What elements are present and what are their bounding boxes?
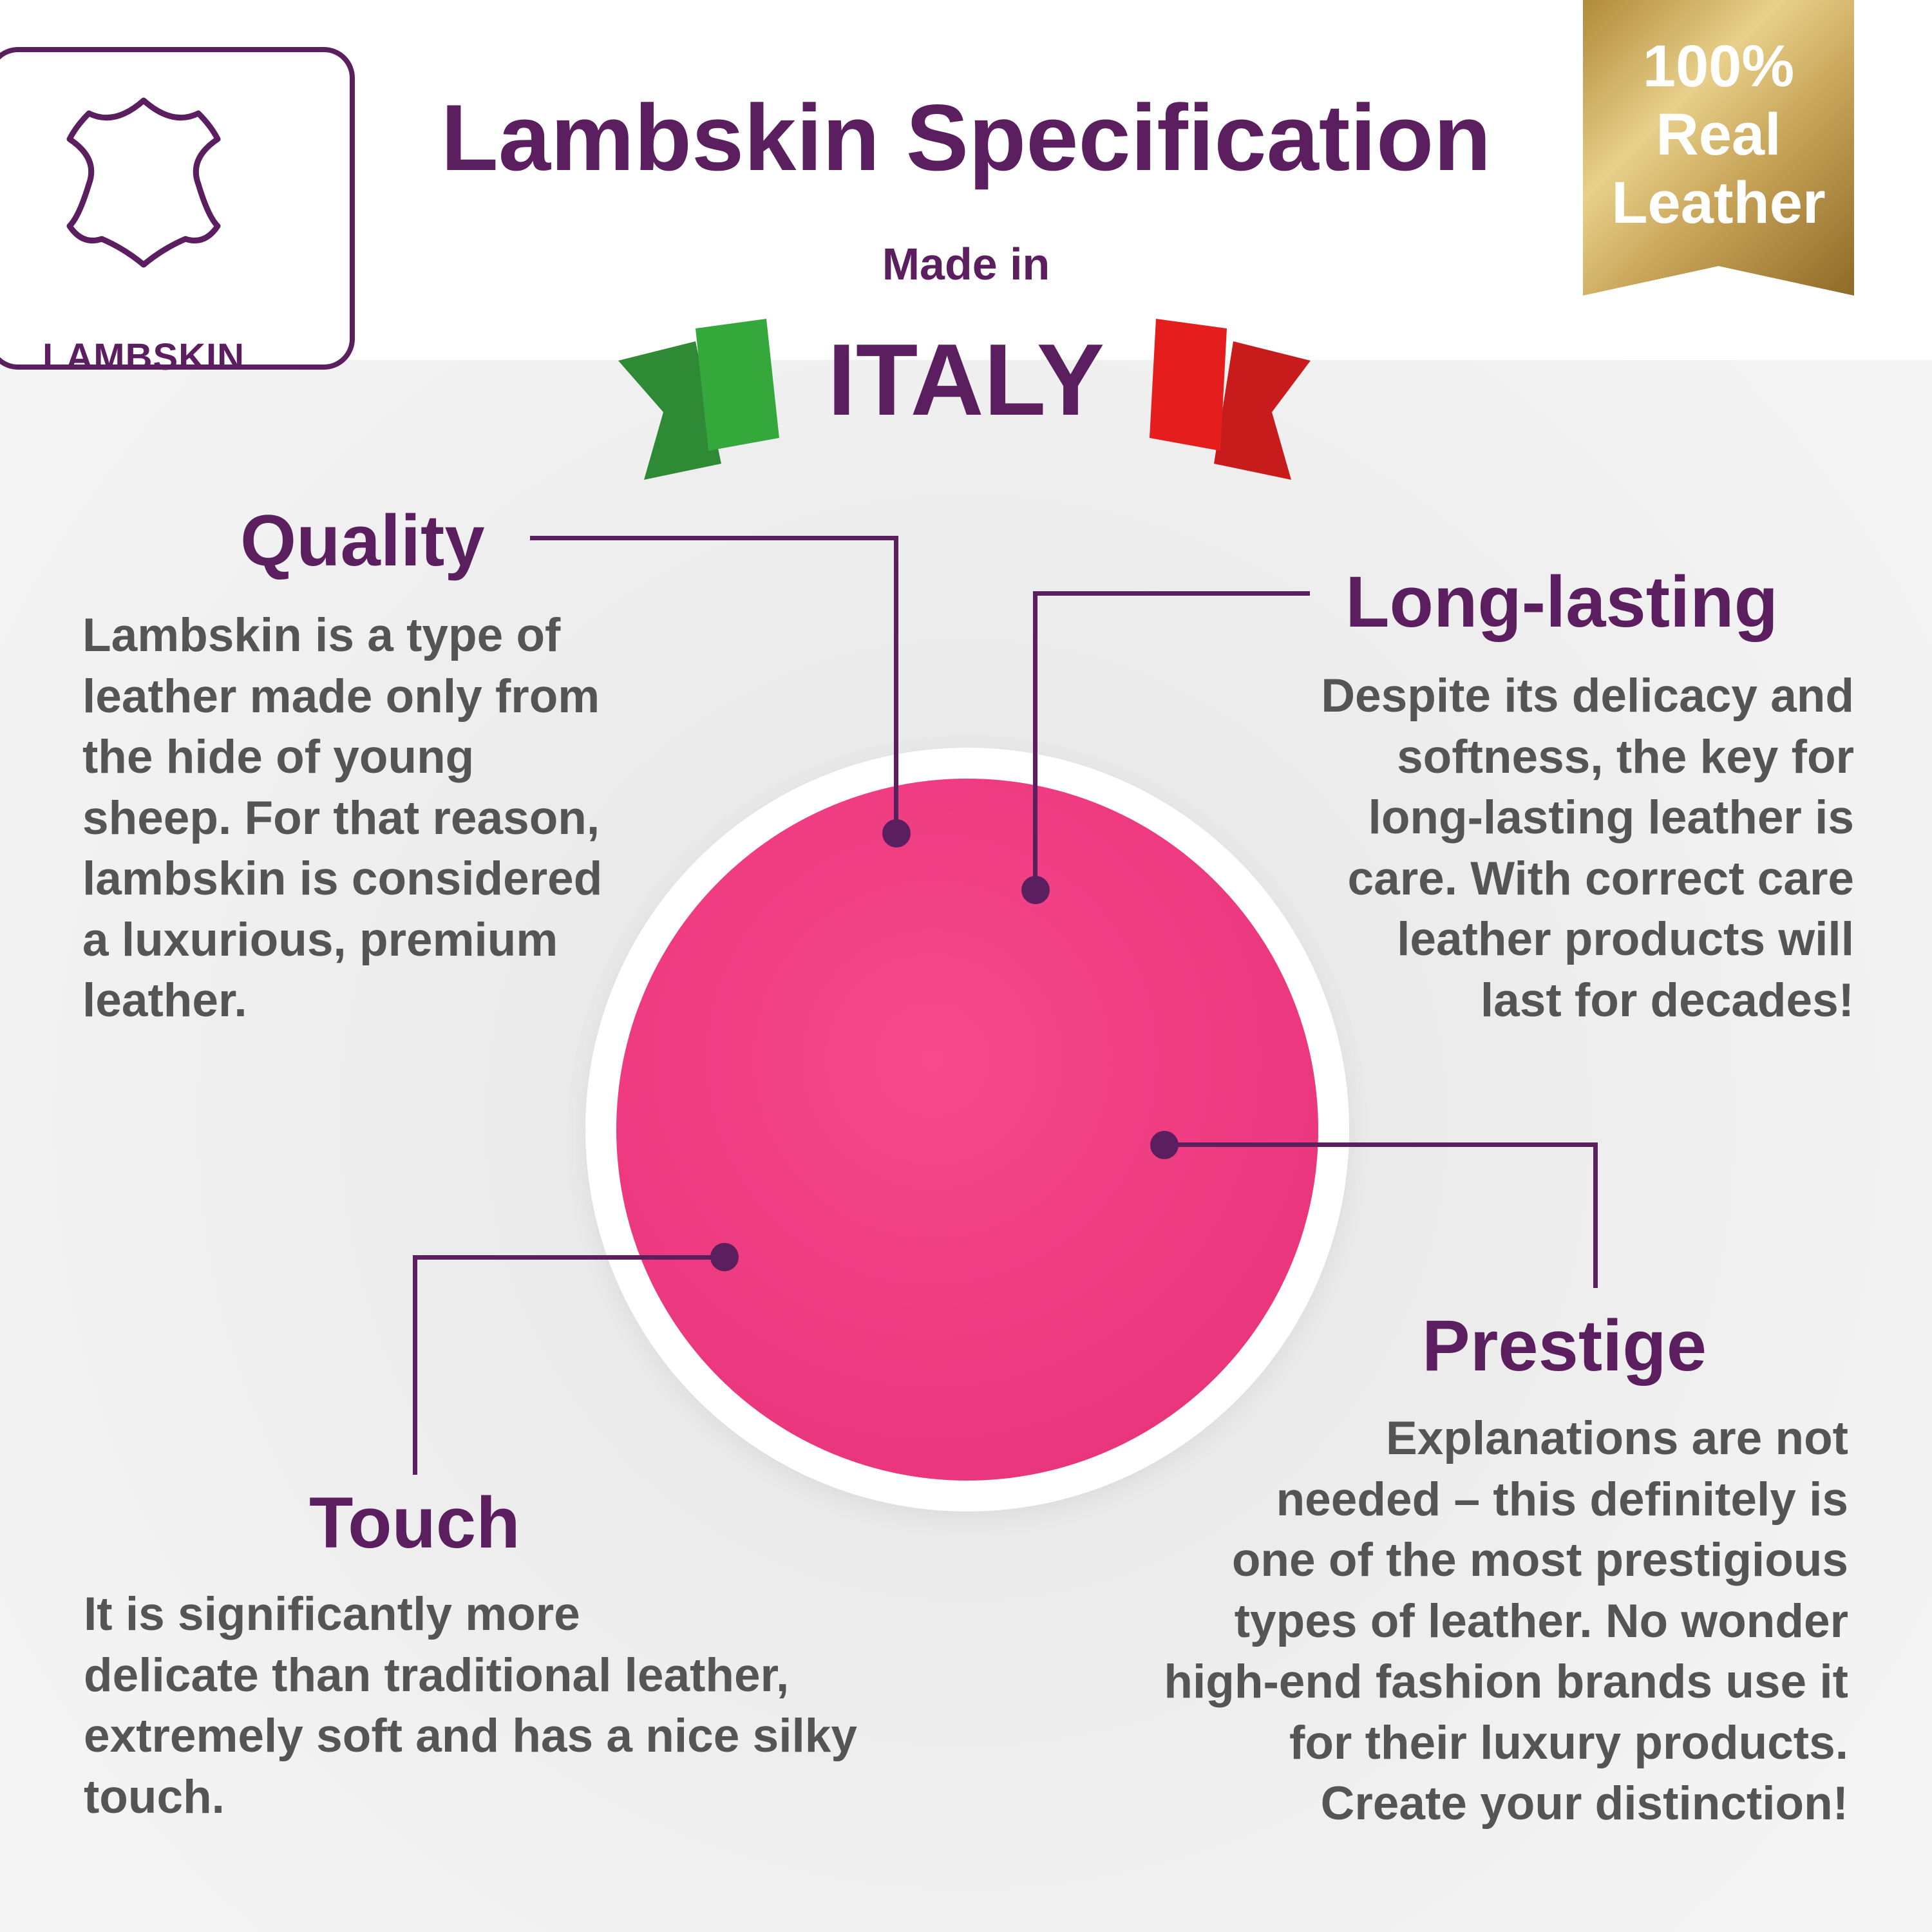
prestige-connector (1164, 1142, 1598, 1147)
logo-label: LAMBSKIN (42, 336, 245, 378)
prestige-heading: Prestige (1422, 1305, 1707, 1386)
touch-dot (710, 1243, 739, 1271)
text-line: lambskin is considered (82, 853, 603, 905)
text-line: one of the most prestigious (1231, 1534, 1848, 1586)
prestige-dot (1150, 1131, 1179, 1159)
touch-heading: Touch (309, 1482, 520, 1563)
badge-line: 100% (1642, 33, 1795, 99)
touch-connector (413, 1255, 417, 1475)
pink-lambskin-sample (616, 779, 1318, 1481)
quality-connector (894, 536, 898, 832)
text-line: Despite its delicacy and (1321, 670, 1854, 722)
text-line: leather products will (1397, 913, 1854, 965)
text-line: Lambskin is a type of (82, 609, 561, 661)
text-line: leather. (82, 974, 247, 1027)
page-title: Lambskin Specification (0, 84, 1932, 192)
badge-text: 100% Real Leather (1583, 32, 1854, 237)
italy-flag-red-ribbon (1150, 319, 1311, 480)
text-line: types of leather. No wonder (1234, 1595, 1848, 1647)
quality-connector (530, 536, 898, 540)
country-label: ITALY (827, 323, 1105, 437)
text-line: the hide of young (82, 731, 475, 783)
text-line: Explanations are not (1386, 1412, 1848, 1464)
text-line: sheep. For that reason, (82, 791, 600, 844)
long-lasting-description: Despite its delicacy and softness, the ke… (1321, 666, 1854, 1031)
lambskin-logo: LAMBSKIN (0, 47, 355, 378)
real-leather-badge (1583, 0, 1854, 296)
made-in-label: Made in (882, 239, 1050, 289)
badge-line: Real (1656, 102, 1781, 167)
text-line: long-lasting leather is (1368, 791, 1854, 844)
quality-dot (882, 819, 911, 848)
page-title-text: Lambskin Specification (440, 85, 1492, 190)
text-line: delicate than traditional leather, (84, 1649, 790, 1701)
text-line: Create your distinction! (1320, 1777, 1848, 1830)
text-line: It is significantly more (84, 1588, 580, 1640)
text-line: needed – this definitely is (1276, 1473, 1848, 1526)
text-line: touch. (84, 1770, 225, 1823)
touch-description: It is significantly more delicate than tr… (84, 1584, 857, 1828)
text-line: leather made only from (82, 670, 600, 723)
long-lasting-dot (1021, 876, 1050, 904)
text-line: softness, the key for (1397, 730, 1854, 783)
text-line: for their luxury products. (1289, 1716, 1848, 1769)
text-line: high-end fashion brands use it (1164, 1656, 1848, 1708)
text-line: a luxurious, premium (82, 913, 558, 966)
long-lasting-heading: Long-lasting (1345, 562, 1778, 642)
leather-hide-icon (66, 97, 221, 268)
prestige-connector (1593, 1142, 1598, 1288)
badge-line: Leather (1611, 170, 1826, 236)
text-line: care. With correct care (1347, 852, 1855, 905)
prestige-description: Explanations are not needed – this defini… (1164, 1408, 1848, 1835)
italy-flag-green-ribbon (618, 319, 779, 480)
long-lasting-connector (1033, 591, 1310, 596)
quality-heading: Quality (240, 500, 485, 581)
text-line: extremely soft and has a nice silky (84, 1710, 858, 1762)
touch-connector (413, 1255, 725, 1260)
long-lasting-connector (1033, 591, 1037, 889)
quality-description: Lambskin is a type of leather made only f… (82, 605, 602, 1032)
text-line: last for decades! (1480, 974, 1854, 1027)
